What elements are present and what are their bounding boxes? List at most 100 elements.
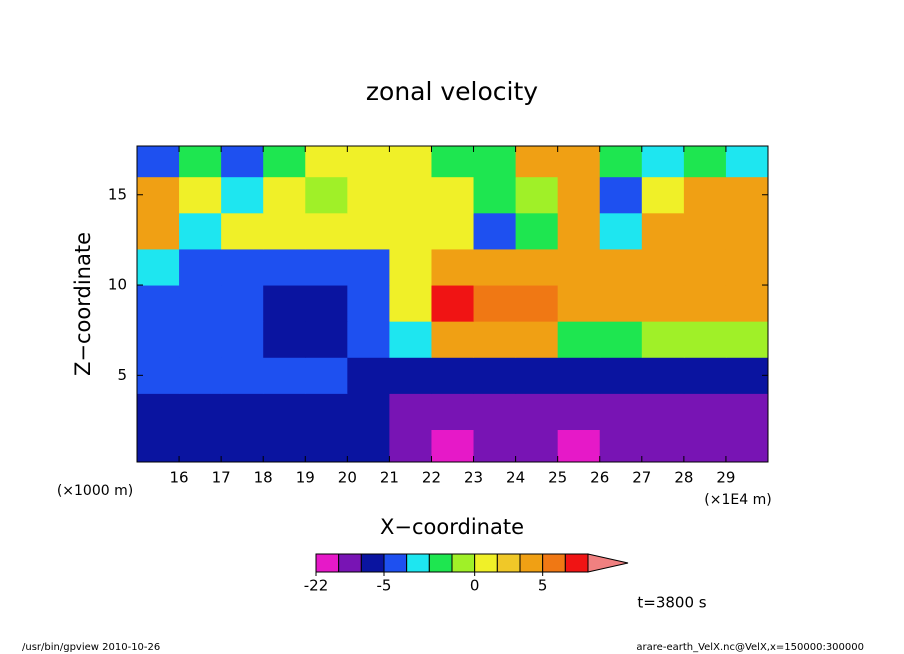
contour-cell	[389, 393, 432, 430]
contour-cell	[599, 357, 643, 394]
contour-cell	[641, 285, 685, 322]
contour-cell	[431, 393, 475, 430]
x-unit: (×1E4 m)	[704, 492, 771, 508]
contour-cell	[557, 429, 601, 462]
contour-cell	[557, 393, 601, 430]
contour-cell	[347, 357, 390, 394]
contour-cell	[305, 176, 348, 214]
contour-cell	[599, 176, 643, 214]
footer-right: arare-earth_VelX.nc@VelX,x=150000:300000	[636, 642, 864, 653]
contour-cell	[557, 321, 601, 358]
contour-cell	[641, 212, 685, 250]
contour-cell	[725, 321, 768, 358]
contour-cell	[431, 248, 475, 286]
contour-cell	[725, 393, 768, 430]
x-tick-label: 22	[422, 469, 441, 487]
contour-cell	[389, 176, 432, 214]
colorbar-segment	[315, 553, 340, 573]
contour-cell	[221, 176, 264, 214]
contour-cell	[305, 285, 348, 322]
colorbar-segment	[360, 553, 385, 573]
contour-cell	[179, 393, 222, 430]
contour-cell	[137, 321, 180, 358]
contour-cell	[389, 248, 432, 286]
colorbar-tick-label: -22	[304, 577, 329, 595]
contour-cell	[683, 393, 727, 430]
contour-cell	[179, 429, 222, 462]
colorbar-tick-label: 0	[470, 577, 480, 595]
contour-cell	[221, 146, 264, 178]
contour-cell	[599, 248, 643, 286]
contour-cell	[473, 146, 517, 178]
x-tick-label: 16	[170, 469, 189, 487]
contour-cell	[557, 248, 601, 286]
contour-cell	[473, 212, 517, 250]
contour-cell	[515, 357, 559, 394]
x-tick-label: 25	[548, 469, 567, 487]
contour-cell	[263, 212, 306, 250]
contour-cell	[263, 393, 306, 430]
x-tick-label: 28	[674, 469, 693, 487]
colorbar-segment	[474, 553, 498, 573]
contour-cell	[179, 176, 222, 214]
x-axis-label: X−coordinate	[380, 515, 524, 539]
contour-cell	[725, 248, 768, 286]
contour-cell	[725, 285, 768, 322]
contour-cell	[431, 146, 475, 178]
contour-cell	[137, 212, 180, 250]
x-tick-label: 26	[590, 469, 609, 487]
contour-cell	[515, 146, 559, 178]
contour-cell	[389, 212, 432, 250]
colorbar-segment	[338, 553, 362, 573]
colorbar-segment	[564, 553, 589, 573]
contour-cell	[179, 285, 222, 322]
contour-cell	[347, 212, 390, 250]
contour-cell	[137, 285, 180, 322]
contour-cell	[263, 357, 306, 394]
contour-cell	[683, 212, 727, 250]
contour-cell	[683, 321, 727, 358]
contour-cell	[221, 357, 264, 394]
contour-cell	[263, 248, 306, 286]
contour-cell	[221, 429, 264, 462]
contour-cell	[389, 429, 432, 462]
contour-cell	[641, 248, 685, 286]
contour-cell	[137, 176, 180, 214]
colorbar-segment	[542, 553, 566, 573]
contour-cell	[305, 248, 348, 286]
contour-cell	[473, 357, 517, 394]
x-tick-label: 24	[506, 469, 525, 487]
contour-cell	[389, 146, 432, 178]
contour-cell	[263, 176, 306, 214]
contour-cell	[557, 285, 601, 322]
colorbar-segment	[451, 553, 476, 573]
contour-cell	[473, 321, 517, 358]
contour-field	[137, 146, 768, 462]
x-tick-label: 17	[212, 469, 231, 487]
contour-cell	[347, 321, 390, 358]
time-label: t=3800 s	[637, 594, 706, 612]
contour-cell	[515, 212, 559, 250]
contour-cell	[179, 357, 222, 394]
x-tick-label: 18	[254, 469, 273, 487]
contour-cell	[221, 285, 264, 322]
contour-cell	[683, 285, 727, 322]
contour-cell	[515, 321, 559, 358]
contour-cell	[137, 146, 180, 178]
plot-frame	[136, 145, 769, 463]
contour-cell	[683, 146, 727, 178]
x-tick-label: 21	[380, 469, 399, 487]
contour-cell	[179, 146, 222, 178]
contour-cell	[137, 357, 180, 394]
contour-cell	[599, 321, 643, 358]
contour-cell	[473, 176, 517, 214]
colorbar-segment	[428, 553, 453, 573]
contour-cell	[515, 429, 559, 462]
contour-cell	[305, 212, 348, 250]
x-tick-label: 23	[464, 469, 483, 487]
contour-cell	[347, 146, 390, 178]
contour-cell	[305, 393, 348, 430]
contour-cell	[725, 357, 768, 394]
x-tick-label: 19	[296, 469, 315, 487]
contour-cell	[305, 429, 348, 462]
